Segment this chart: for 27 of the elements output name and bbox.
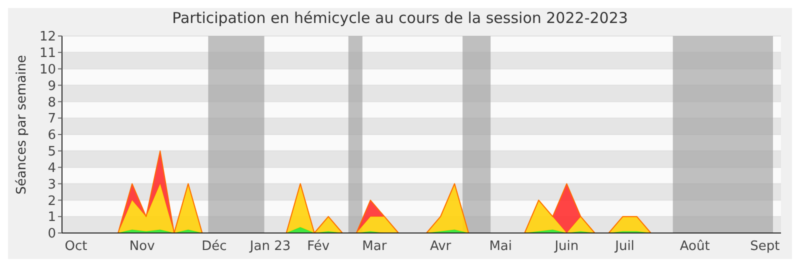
y-tick-label: 5 (48, 144, 56, 160)
y-tick-label: 12 (39, 30, 56, 45)
x-tick-label: Juin (554, 239, 579, 254)
x-tick-label: Sept (750, 239, 780, 254)
x-tick-label: Mai (489, 239, 512, 254)
y-tick-label: 8 (48, 95, 56, 110)
x-tick-label: Mar (362, 239, 388, 254)
x-tick-label: Jan 23 (248, 239, 291, 254)
x-tick-label: Avr (430, 239, 452, 254)
y-tick-label: 6 (48, 128, 56, 144)
x-tick-label: Oct (64, 239, 88, 254)
y-tick-label: 2 (48, 194, 56, 209)
x-tick-label: Nov (129, 239, 156, 254)
y-tick-label: 11 (39, 46, 56, 62)
x-tick-label: Août (680, 239, 710, 254)
y-tick-label: 9 (48, 78, 56, 94)
y-tick-label: 1 (48, 210, 56, 226)
y-tick-label: 3 (48, 177, 56, 192)
y-axis-title: Séances par semaine (14, 55, 30, 194)
y-tick-label: 7 (48, 112, 56, 127)
x-tick-label: Fév (307, 239, 330, 254)
y-tick-label: 0 (48, 226, 56, 242)
chart-title: Participation en hémicycle au cours de la session 2022-2023 (171, 9, 629, 27)
y-tick-label: 4 (48, 160, 56, 176)
y-tick-label: 10 (39, 62, 56, 78)
x-tick-label: Déc (202, 239, 227, 254)
x-tick-label: Juil (614, 239, 634, 254)
